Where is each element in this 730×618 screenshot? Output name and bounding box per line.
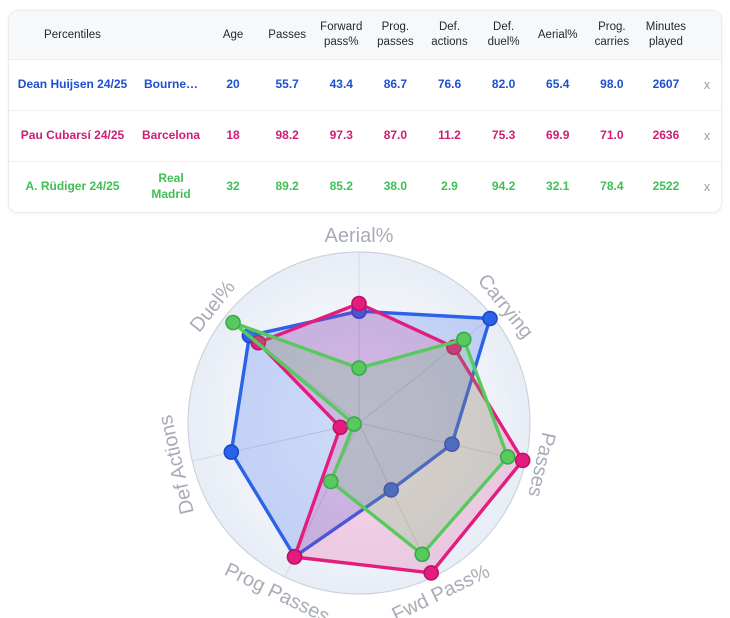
header-forward-pass: Forward pass%: [320, 21, 363, 48]
cell-minutes-played: 2607: [652, 77, 680, 92]
remove-row-button[interactable]: x: [703, 128, 711, 143]
cell-prog-passes: 87.0: [383, 128, 408, 143]
header-def-actions: Def. actions: [431, 21, 468, 48]
radar-point[interactable]: [482, 310, 498, 327]
remove-row-button[interactable]: x: [703, 77, 711, 92]
cell-prog-passes: 38.0: [383, 179, 408, 194]
radar-spoke: [358, 316, 494, 424]
cell-prog-passes: 86.7: [383, 77, 408, 92]
cell-def-duel: 94.2: [491, 179, 516, 194]
player-name: A. Rüdiger 24/25: [25, 179, 120, 194]
cell-def-actions: 11.2: [438, 128, 461, 143]
header-def-duel: Def. duel%: [487, 21, 520, 48]
radar-point[interactable]: [225, 314, 241, 331]
table-row-cubarsi: Pau Cubarsí 24/25 Barcelona 18 98.2 97.3…: [9, 111, 721, 162]
table-header: Percentiles Age Passes Forward pass% Pro…: [9, 11, 721, 60]
player-team: Real Madrid: [151, 171, 191, 201]
header-age: Age: [222, 28, 244, 41]
radar-point[interactable]: [223, 444, 240, 460]
radar-spoke: [358, 422, 526, 462]
table-row-rudiger: A. Rüdiger 24/25 Real Madrid 32 89.2 85.…: [9, 162, 721, 212]
cell-age: 18: [226, 128, 240, 143]
cell-prog-carries: 71.0: [600, 128, 624, 143]
radar-point[interactable]: [414, 546, 431, 563]
cell-def-actions: 76.6: [437, 77, 462, 92]
radar-series-layer: [223, 295, 531, 581]
table-row-huijsen: Dean Huijsen 24/25 Bourne… 20 55.7 43.4 …: [9, 60, 721, 111]
radar-point[interactable]: [383, 482, 400, 498]
radar-point[interactable]: [514, 452, 531, 469]
player-team: Barcelona: [141, 128, 201, 143]
player-name: Pau Cubarsí 24/25: [20, 128, 125, 143]
remove-row-button[interactable]: x: [703, 179, 711, 194]
radar-point[interactable]: [332, 419, 349, 436]
radar-point[interactable]: [455, 331, 472, 348]
cell-prog-carries: 98.0: [600, 77, 624, 92]
radar-spoke: [192, 422, 360, 462]
radar-point[interactable]: [444, 436, 460, 452]
cell-aerial: 69.9: [546, 128, 570, 143]
cell-passes: 98.2: [275, 128, 299, 143]
cell-forward-pass: 85.2: [329, 179, 353, 194]
radar-point[interactable]: [351, 295, 367, 312]
cell-prog-carries: 78.4: [600, 179, 624, 194]
cell-minutes-played: 2636: [652, 128, 680, 143]
player-team: Bourne…: [144, 77, 198, 92]
radar-area: [231, 320, 510, 556]
cell-passes: 55.7: [275, 77, 299, 92]
radar-series: [225, 314, 516, 563]
radar-point[interactable]: [322, 473, 339, 490]
percentiles-table: Percentiles Age Passes Forward pass% Pro…: [8, 10, 722, 213]
cell-aerial: 32.1: [546, 179, 570, 194]
cell-def-actions: 2.9: [441, 179, 458, 194]
cell-forward-pass: 97.3: [329, 128, 353, 143]
cell-age: 32: [226, 179, 240, 194]
radar-point[interactable]: [286, 549, 303, 565]
header-percentiles: Percentiles: [44, 28, 101, 41]
header-passes: Passes: [268, 28, 307, 41]
header-prog-passes: Prog. passes: [377, 21, 414, 48]
cell-aerial: 65.4: [546, 77, 570, 92]
radar-point[interactable]: [346, 416, 363, 432]
cell-age: 20: [226, 77, 240, 92]
radar-axis-label: Aerial%: [325, 225, 394, 247]
header-minutes-played: Minutes played: [645, 21, 687, 48]
radar-point[interactable]: [351, 360, 367, 376]
cell-forward-pass: 43.4: [329, 77, 353, 92]
radar-point[interactable]: [423, 565, 440, 581]
cell-passes: 89.2: [275, 179, 299, 194]
radar-chart: Aerial% Carrying Passes Fwd Pass% Prog Passe…: [0, 196, 730, 618]
radar-area: [229, 309, 492, 559]
cell-def-duel: 82.0: [491, 77, 516, 92]
header-prog-carries: Prog. carries: [594, 21, 630, 48]
radar-point[interactable]: [499, 449, 516, 465]
cell-def-duel: 75.3: [491, 128, 516, 143]
header-aerial: Aerial%: [537, 28, 578, 41]
player-name: Dean Huijsen 24/25: [17, 77, 128, 92]
radar-series: [223, 303, 498, 565]
cell-minutes-played: 2522: [652, 179, 680, 194]
